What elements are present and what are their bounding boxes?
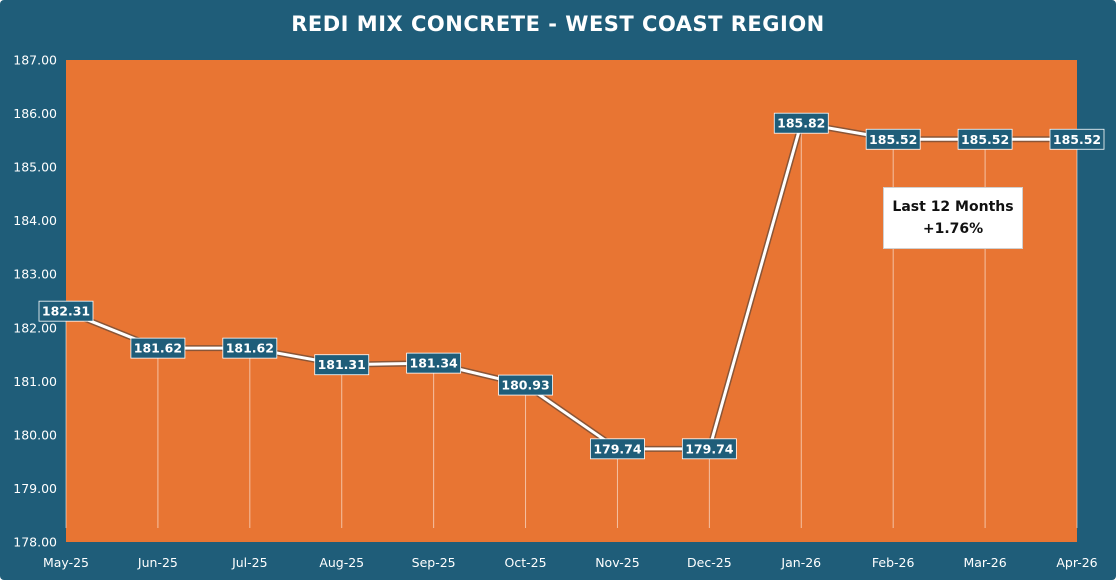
data-label-box (222, 337, 278, 359)
data-label: 179.74 (685, 441, 734, 456)
y-tick-label: 180.00 (13, 427, 57, 442)
data-label: 180.93 (501, 378, 549, 393)
y-tick-label: 181.00 (13, 374, 57, 389)
data-label: 185.52 (869, 132, 917, 147)
x-tick-label: Jan-26 (780, 555, 821, 570)
y-tick-label: 182.00 (13, 320, 57, 335)
data-label-box (681, 438, 737, 460)
data-label-box (1049, 128, 1105, 150)
x-tick-label: Sep-25 (412, 555, 456, 570)
y-tick-label: 185.00 (13, 160, 57, 175)
y-tick-label: 178.00 (13, 535, 57, 550)
x-tick-label: May-25 (43, 555, 89, 570)
data-label: 185.52 (1053, 132, 1101, 147)
plot-area (66, 60, 1077, 542)
data-label-box (773, 112, 829, 134)
data-label-box (314, 354, 370, 376)
x-tick-label: Nov-25 (595, 555, 639, 570)
chart-title: REDI MIX CONCRETE - WEST COAST REGION (291, 12, 825, 36)
data-label: 181.62 (226, 341, 274, 356)
y-tick-label: 187.00 (13, 53, 57, 68)
data-label: 181.62 (134, 341, 182, 356)
data-label: 185.82 (777, 116, 825, 131)
data-label-box (498, 374, 553, 396)
x-tick-label: Aug-25 (319, 555, 364, 570)
y-tick-label: 179.00 (13, 481, 57, 496)
data-label: 185.52 (961, 132, 1009, 147)
x-tick-label: Feb-26 (872, 555, 915, 570)
x-tick-label: Mar-26 (963, 555, 1006, 570)
data-label: 182.31 (42, 304, 90, 319)
x-tick-label: Dec-25 (687, 555, 732, 570)
x-tick-label: Oct-25 (505, 555, 547, 570)
data-label-box (865, 128, 921, 150)
x-tick-label: Jun-25 (137, 555, 178, 570)
x-tick-label: Jul-25 (231, 555, 268, 570)
y-tick-label: 183.00 (13, 267, 57, 282)
data-label-box (38, 300, 94, 322)
annotation-box: Last 12 Months +1.76% (883, 187, 1023, 249)
annotation-line-2: +1.76% (922, 221, 984, 237)
data-label-box (590, 438, 645, 460)
x-tick-label: Apr-26 (1056, 555, 1097, 570)
data-label-box (130, 337, 186, 359)
data-label: 179.74 (593, 441, 642, 456)
data-label: 181.31 (318, 357, 366, 372)
data-label-box (957, 128, 1013, 150)
annotation-line-1: Last 12 Months (892, 199, 1014, 215)
data-label: 181.34 (410, 356, 459, 371)
y-tick-label: 184.00 (13, 213, 57, 228)
data-label-box (406, 352, 462, 374)
y-tick-label: 186.00 (13, 106, 57, 121)
